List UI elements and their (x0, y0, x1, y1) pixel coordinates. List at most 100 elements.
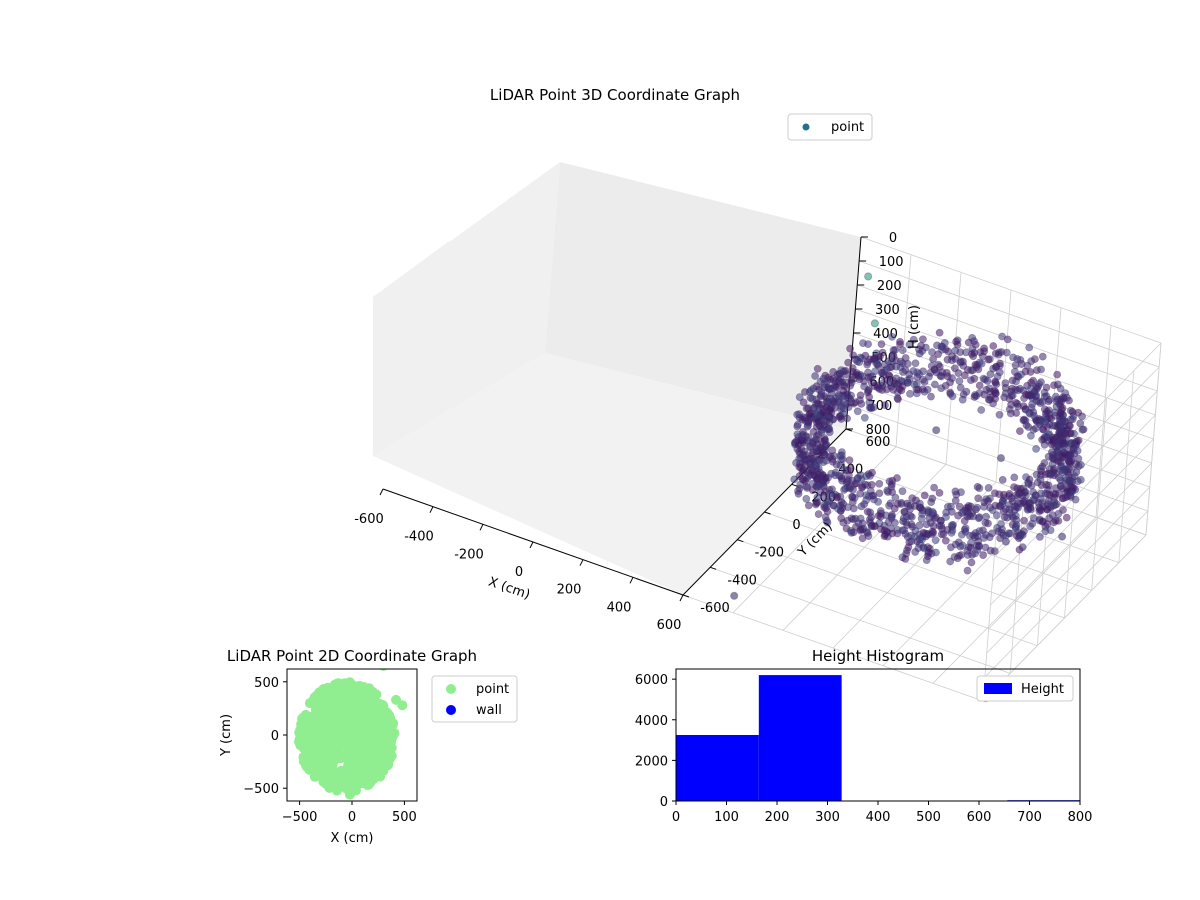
point-3d (899, 514, 908, 523)
point-3d-outlier (1001, 537, 1011, 546)
x-tick-mark-3d (679, 594, 684, 602)
point-3d (1019, 402, 1028, 411)
lidar-2d-scatter-chart: LiDAR Point 2D Coordinate Graph −500−500… (219, 647, 518, 846)
point-3d (858, 354, 866, 363)
point-3d (833, 493, 841, 502)
point-2d (359, 694, 370, 705)
point-3d (1010, 483, 1018, 491)
point-3d (958, 395, 967, 404)
point-3d (794, 489, 803, 498)
point-3d (928, 507, 937, 516)
point-3d (951, 364, 959, 373)
point-2d (363, 773, 374, 784)
point-3d (977, 406, 986, 414)
y-tick-mark-3d (737, 539, 744, 543)
point-3d (808, 454, 817, 463)
point-3d (852, 522, 860, 531)
point-3d (1068, 483, 1077, 492)
point-3d (821, 513, 830, 521)
point-3d (1037, 495, 1045, 503)
point-3d (1062, 513, 1071, 522)
point-2d (328, 701, 339, 712)
point-3d (1031, 424, 1040, 433)
point-3d (995, 502, 1004, 511)
legend-histogram: Height (976, 675, 1074, 702)
grid-left-y (1091, 398, 1108, 591)
point-3d (825, 453, 834, 462)
point-3d (925, 544, 934, 553)
point-2d (338, 730, 349, 741)
point-3d (829, 384, 837, 393)
point-3d (891, 345, 900, 354)
point-3d (975, 381, 984, 390)
legend-3d: point (787, 113, 873, 141)
point-3d (812, 499, 821, 507)
legend-2d-label-wall: wall (476, 703, 502, 718)
point-3d (1011, 524, 1020, 532)
point-3d (1037, 365, 1045, 374)
point-3d (812, 464, 821, 472)
y-axis-label-3d: Y (cm) (795, 519, 836, 560)
point-3d (973, 482, 982, 491)
point-2d (352, 734, 362, 745)
point-3d (837, 451, 846, 460)
point-3d (963, 566, 972, 575)
point-3d (984, 519, 992, 528)
y-tick-label-2d: −500 (243, 782, 279, 797)
point-3d (875, 479, 884, 488)
point-3d (809, 427, 818, 436)
point-2d (341, 690, 352, 701)
y-tick-mark-3d (710, 566, 717, 570)
point-3d (837, 366, 846, 374)
point-3d (941, 381, 950, 390)
point-2d (358, 717, 369, 728)
z-tick-label-3d: 300 (875, 303, 900, 318)
point-3d (948, 392, 957, 401)
point-3d (1008, 376, 1017, 385)
point-3d (968, 333, 977, 342)
chart-2d-title: LiDAR Point 2D Coordinate Graph (227, 647, 477, 665)
point-3d (991, 489, 999, 498)
point-3d (843, 477, 852, 486)
point-3d (1056, 409, 1065, 418)
point-3d (971, 340, 980, 349)
point-3d (903, 521, 911, 529)
x-tick-label-2d: 500 (392, 810, 417, 825)
pane-back-left-2 (373, 162, 560, 456)
point-3d (863, 360, 871, 369)
point-3d (877, 509, 885, 518)
point-3d (806, 443, 815, 452)
point-3d (915, 521, 924, 530)
point-2d (295, 725, 306, 736)
point-3d (798, 451, 807, 460)
point-3d (1055, 473, 1063, 482)
legend-2d-label-point: point (476, 682, 509, 697)
point-3d (1056, 435, 1064, 443)
histogram-x-tick-label: 600 (967, 810, 992, 825)
x-tick-mark-3d (379, 488, 384, 496)
point-3d (1016, 533, 1024, 541)
point-3d (920, 491, 929, 500)
point-3d (1011, 385, 1020, 394)
y-tick-label-2d: 500 (254, 676, 279, 691)
point-3d (998, 332, 1006, 341)
point-3d (1017, 370, 1025, 379)
y-tick-label-3d: 0 (792, 518, 800, 533)
x-tick-label-2d: 0 (348, 810, 356, 825)
point-3d (911, 359, 920, 368)
point-3d (1078, 412, 1086, 421)
point-3d (847, 375, 856, 384)
point-3d (860, 382, 868, 391)
point-3d (882, 385, 891, 394)
point-3d (839, 386, 848, 395)
point-3d (1038, 435, 1046, 444)
grid-back-h (855, 308, 1156, 416)
z-tick-label-3d: 800 (866, 423, 891, 438)
point-3d (893, 394, 902, 402)
point-2d (368, 699, 379, 710)
point-3d (1020, 527, 1028, 536)
x-tick-mark-3d (429, 506, 434, 513)
point-3d (829, 415, 837, 424)
point-3d (991, 377, 1000, 386)
point-3d (915, 370, 923, 378)
